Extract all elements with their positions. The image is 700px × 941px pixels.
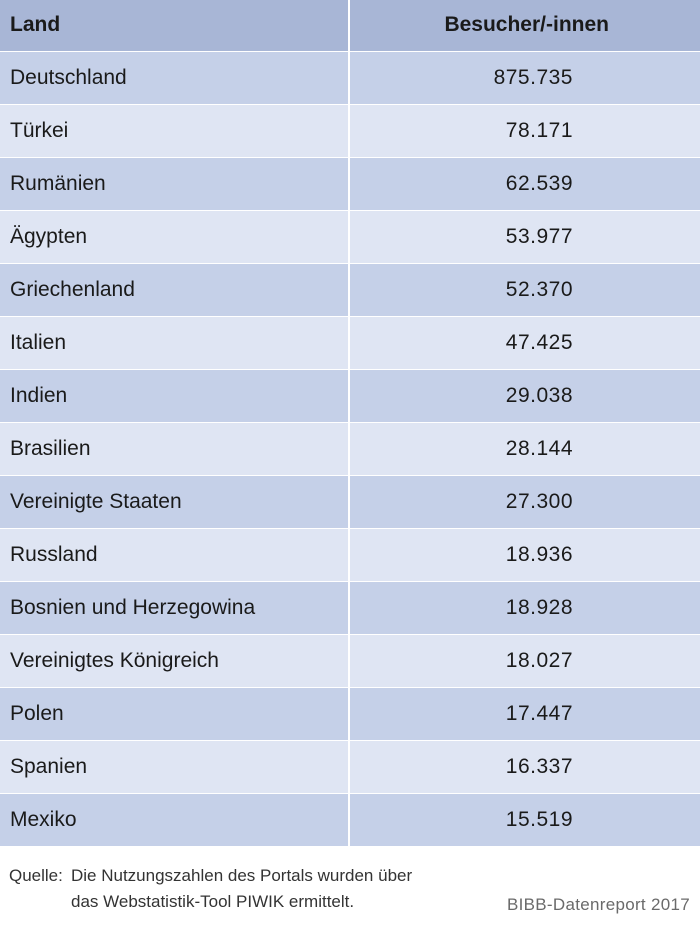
table-row: Vereinigte Staaten 27.300	[0, 475, 700, 529]
table-row: Türkei 78.171	[0, 104, 700, 158]
source-text-line2: das Webstatistik-Tool PIWIK ermittelt.	[71, 892, 355, 911]
cell-land: Russland	[0, 528, 350, 582]
table-row: Bosnien und Herzegowina 18.928	[0, 581, 700, 635]
table-row: Deutschland 875.735	[0, 51, 700, 105]
table-row: Brasilien 28.144	[0, 422, 700, 476]
cell-land: Bosnien und Herzegowina	[0, 581, 350, 635]
table-body: Deutschland 875.735 Türkei 78.171 Rumänien 62…	[0, 51, 700, 847]
table-row: Indien 29.038	[0, 369, 700, 423]
cell-land: Deutschland	[0, 51, 350, 105]
cell-besucher: 18.027	[349, 634, 700, 688]
table-row: Spanien 16.337	[0, 740, 700, 794]
cell-land: Indien	[0, 369, 350, 423]
cell-besucher: 18.928	[349, 581, 700, 635]
cell-besucher: 27.300	[349, 475, 700, 529]
cell-land: Rumänien	[0, 157, 350, 211]
cell-besucher: 875.735	[349, 51, 700, 105]
table-row: Italien 47.425	[0, 316, 700, 370]
source-text-line1: Die Nutzungszahlen des Portals wurden üb…	[71, 866, 413, 885]
table-row: Mexiko 15.519	[0, 793, 700, 847]
table-row: Russland 18.936	[0, 528, 700, 582]
cell-land: Spanien	[0, 740, 350, 794]
table-row: Griechenland 52.370	[0, 263, 700, 317]
table-row: Rumänien 62.539	[0, 157, 700, 211]
cell-land: Vereinigte Staaten	[0, 475, 350, 529]
cell-land: Mexiko	[0, 793, 350, 847]
cell-land: Vereinigtes Königreich	[0, 634, 350, 688]
cell-besucher: 53.977	[349, 210, 700, 264]
source-label: Quelle:	[9, 866, 63, 885]
cell-land: Ägypten	[0, 210, 350, 264]
column-header-land: Land	[0, 0, 350, 52]
cell-besucher: 78.171	[349, 104, 700, 158]
table-row: Polen 17.447	[0, 687, 700, 741]
table-row: Vereinigtes Königreich 18.027	[0, 634, 700, 688]
cell-besucher: 17.447	[349, 687, 700, 741]
table-header-row: Land Besucher/-innen	[0, 0, 700, 52]
visitors-table: Land Besucher/-innen Deutschland 875.735 T…	[0, 0, 700, 847]
cell-besucher: 29.038	[349, 369, 700, 423]
cell-besucher: 47.425	[349, 316, 700, 370]
cell-besucher: 18.936	[349, 528, 700, 582]
report-credit: BIBB-Datenreport 2017	[506, 895, 690, 914]
cell-besucher: 62.539	[349, 157, 700, 211]
cell-land: Italien	[0, 316, 350, 370]
source-note: Quelle: Die Nutzungszahlen des Portals wu…	[9, 863, 412, 915]
cell-besucher: 15.519	[349, 793, 700, 847]
cell-besucher: 16.337	[349, 740, 700, 794]
cell-land: Griechenland	[0, 263, 350, 317]
cell-land: Türkei	[0, 104, 350, 158]
table-row: Ägypten 53.977	[0, 210, 700, 264]
cell-besucher: 28.144	[349, 422, 700, 476]
column-header-besucher: Besucher/-innen	[349, 0, 700, 52]
footer: Quelle: Die Nutzungszahlen des Portals wu…	[0, 851, 700, 941]
cell-land: Polen	[0, 687, 350, 741]
cell-besucher: 52.370	[349, 263, 700, 317]
cell-land: Brasilien	[0, 422, 350, 476]
